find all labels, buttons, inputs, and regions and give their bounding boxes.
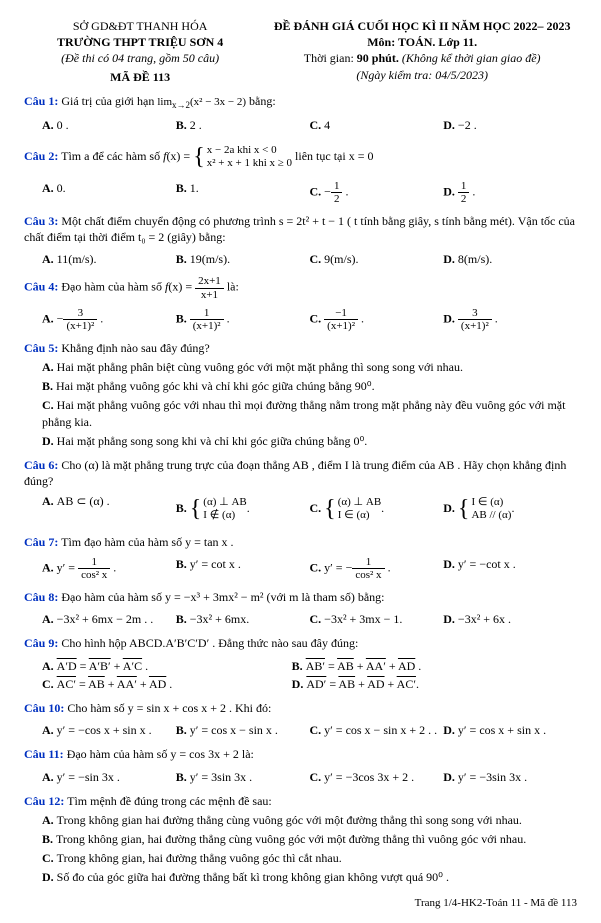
time-row: Thời gian: 90 phút. (Không kể thời gian … — [267, 50, 577, 66]
question-2: Câu 2: Tìm a để các hàm số f(x) = { x − … — [24, 141, 577, 205]
title2: Môn: TOÁN. Lớp 11. — [267, 34, 577, 50]
question-5: Câu 5: Khẳng định nào sau đây đúng? A. H… — [24, 340, 577, 449]
page-header: SỞ GD&ĐT THANH HÓA TRƯỜNG THPT TRIỆU SƠN… — [24, 18, 577, 85]
page-footer: Trang 1/4-HK2-Toán 11 - Mã đề 113 — [24, 896, 577, 911]
exam-note: (Đề thi có 04 trang, gồm 50 câu) — [61, 51, 219, 65]
title1: ĐỀ ĐÁNH GIÁ CUỐI HỌC KÌ II NĂM HỌC 2022–… — [267, 18, 577, 34]
header-right: ĐỀ ĐÁNH GIÁ CUỐI HỌC KÌ II NĂM HỌC 2022–… — [267, 18, 577, 85]
question-7: Câu 7: Tìm đạo hàm của hàm số y = tan x … — [24, 534, 577, 581]
question-10: Câu 10: Cho hàm số y = sin x + cos x + 2… — [24, 700, 577, 738]
question-12: Câu 12: Tìm mệnh đề đúng trong các mệnh … — [24, 793, 577, 886]
question-9: Câu 9: Cho hình hộp ABCD.A′B′C′D′ . Đẳng… — [24, 635, 577, 692]
dept: SỞ GD&ĐT THANH HÓA — [24, 18, 256, 34]
exam-date: (Ngày kiểm tra: 04/5/2023) — [356, 68, 488, 82]
question-11: Câu 11: Đạo hàm của hàm số y = cos 3x + … — [24, 746, 577, 784]
question-8: Câu 8: Đạo hàm của hàm số y = −x³ + 3mx²… — [24, 589, 577, 627]
question-1: Câu 1: Giá trị của giới hạn limx→2(x² − … — [24, 93, 577, 134]
question-4: Câu 4: Đạo hàm của hàm số f(x) = 2x+1x+1… — [24, 275, 577, 331]
question-6: Câu 6: Cho (α) là mặt phẳng trung trực c… — [24, 457, 577, 526]
header-left: SỞ GD&ĐT THANH HÓA TRƯỜNG THPT TRIỆU SƠN… — [24, 18, 256, 85]
question-3: Câu 3: Một chất điểm chuyển động có phươ… — [24, 213, 577, 268]
exam-code: MÃ ĐỀ 113 — [24, 69, 256, 85]
school: TRƯỜNG THPT TRIỆU SƠN 4 — [24, 34, 256, 50]
